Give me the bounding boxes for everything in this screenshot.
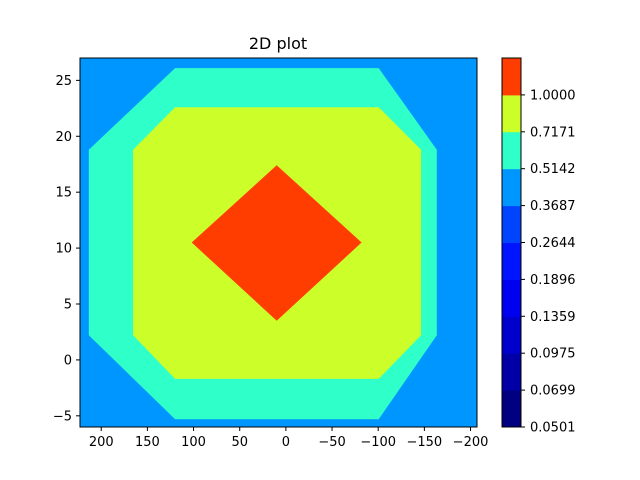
y-tick-label: 15 bbox=[55, 186, 72, 201]
x-tick-label: −150 bbox=[407, 435, 443, 450]
y-tick-label: 10 bbox=[55, 242, 72, 257]
colorbar-segment bbox=[502, 168, 521, 207]
x-tick-label: 150 bbox=[135, 435, 160, 450]
colorbar-tick-label: 0.5142 bbox=[530, 162, 576, 177]
colorbar-segment bbox=[502, 279, 521, 317]
y-tick-label: 5 bbox=[64, 298, 72, 313]
colorbar-segment bbox=[502, 205, 521, 243]
plot-frame bbox=[79, 57, 478, 428]
x-axis: 200 150 100 50 0 −50 −100 −150 −200 bbox=[89, 427, 489, 450]
colorbar: 0.0501 0.0699 0.0975 0.1359 0.1896 0.2644 0.36… bbox=[501, 57, 576, 436]
colorbar-segment bbox=[502, 94, 521, 133]
colorbar-segment bbox=[502, 131, 521, 170]
chart-title: 2D plot bbox=[249, 34, 307, 53]
colorbar-tick-label: 0.1896 bbox=[530, 273, 576, 288]
x-tick-label: 200 bbox=[89, 435, 114, 450]
x-tick-label: −100 bbox=[360, 435, 396, 450]
colorbar-tick-label: 0.0975 bbox=[530, 347, 576, 362]
x-tick-label: −200 bbox=[453, 435, 489, 450]
colorbar-tick-label: 0.7171 bbox=[530, 125, 576, 140]
contour-region-2 bbox=[191, 165, 362, 321]
colorbar-segment bbox=[502, 353, 521, 391]
y-tick-label: 0 bbox=[64, 353, 72, 368]
colorbar-segment bbox=[502, 390, 521, 428]
colorbar-tick-label: 0.1359 bbox=[530, 310, 576, 325]
y-tick-label: 25 bbox=[55, 74, 72, 89]
y-tick-label: −5 bbox=[53, 409, 72, 424]
y-tick-label: 20 bbox=[55, 130, 72, 145]
colorbar-segment bbox=[502, 242, 521, 280]
colorbar-segment bbox=[502, 316, 521, 354]
x-tick-label: 100 bbox=[181, 435, 206, 450]
colorbar-tick-label: 0.3687 bbox=[530, 199, 576, 214]
colorbar-tick-label: 0.0699 bbox=[530, 384, 576, 399]
plot-area bbox=[79, 57, 478, 428]
colorbar-tick-label: 1.0000 bbox=[530, 88, 576, 103]
x-tick-label: 0 bbox=[282, 435, 290, 450]
x-tick-label: 50 bbox=[231, 435, 248, 450]
colorbar-segment bbox=[502, 58, 521, 96]
y-axis: −5 0 5 10 15 20 25 bbox=[53, 74, 80, 424]
colorbar-tick-label: 0.2644 bbox=[530, 236, 576, 251]
colorbar-tick-label: 0.0501 bbox=[530, 421, 576, 436]
x-tick-label: −50 bbox=[318, 435, 345, 450]
